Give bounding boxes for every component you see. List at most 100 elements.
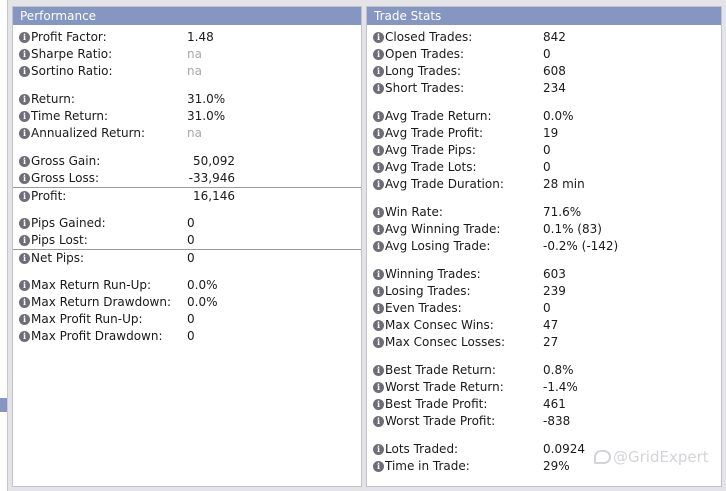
stat-row-time-return: i Time Return: 31.0%	[13, 108, 361, 125]
stat-label: Gross Loss:	[31, 171, 99, 185]
stat-row-return: i Return: 31.0%	[13, 91, 361, 108]
info-icon[interactable]: i	[19, 280, 30, 291]
info-icon[interactable]: i	[19, 66, 30, 77]
stat-value: 29%	[543, 459, 570, 473]
info-icon[interactable]: i	[373, 32, 384, 43]
info-icon[interactable]: i	[373, 162, 384, 173]
stat-label: Max Return Run-Up:	[31, 278, 152, 292]
info-icon[interactable]: i	[373, 303, 384, 314]
info-icon[interactable]: i	[19, 49, 30, 60]
stat-row-gross-loss: i Gross Loss: -33,946	[13, 170, 361, 187]
info-icon[interactable]: i	[19, 218, 30, 229]
stat-row-pips-lost: i Pips Lost: 0	[13, 232, 361, 249]
stat-label: Open Trades:	[385, 47, 465, 61]
stat-row-worst-trade-profit: i Worst Trade Profit: -838	[367, 413, 721, 430]
stat-label: Best Trade Return:	[385, 363, 496, 377]
stat-value: 0.0%	[187, 278, 218, 292]
info-icon[interactable]: i	[373, 399, 384, 410]
stat-row-closed-trades: i Closed Trades: 842	[367, 29, 721, 46]
info-icon[interactable]: i	[373, 145, 384, 156]
stat-row-sortino-ratio: i Sortino Ratio: na	[13, 63, 361, 80]
stat-label: Avg Losing Trade:	[385, 239, 491, 253]
stat-label: Long Trades:	[385, 64, 462, 78]
info-icon[interactable]: i	[19, 94, 30, 105]
stat-row-profit-factor: i Profit Factor: 1.48	[13, 29, 361, 46]
stat-value: 0	[543, 301, 551, 315]
group-spacer	[13, 142, 361, 153]
info-icon[interactable]: i	[373, 179, 384, 190]
info-icon[interactable]: i	[19, 111, 30, 122]
stat-value: 1.48	[187, 30, 214, 44]
stat-row-max-return-run-up: i Max Return Run-Up: 0.0%	[13, 277, 361, 294]
stat-row-annualized-return: i Annualized Return: na	[13, 125, 361, 142]
left-panel-tab[interactable]	[0, 398, 7, 412]
info-icon[interactable]: i	[373, 286, 384, 297]
performance-header: Performance	[13, 7, 361, 25]
group-spacer	[367, 255, 721, 266]
group-spacer	[13, 266, 361, 277]
info-icon[interactable]: i	[373, 461, 384, 472]
info-icon[interactable]: i	[373, 224, 384, 235]
stat-row-long-trades: i Long Trades: 608	[367, 63, 721, 80]
info-icon[interactable]: i	[19, 297, 30, 308]
info-icon[interactable]: i	[373, 382, 384, 393]
watermark: @GridExpert	[594, 448, 709, 466]
info-icon[interactable]: i	[373, 111, 384, 122]
stat-value: -838	[543, 414, 571, 428]
info-icon[interactable]: i	[373, 66, 384, 77]
info-icon[interactable]: i	[373, 444, 384, 455]
stat-label: Profit:	[31, 189, 67, 203]
stat-value: 27	[543, 335, 559, 349]
info-icon[interactable]: i	[19, 128, 30, 139]
info-icon[interactable]: i	[373, 320, 384, 331]
info-icon[interactable]: i	[373, 207, 384, 218]
stat-label: Time in Trade:	[385, 459, 470, 473]
info-icon[interactable]: i	[373, 416, 384, 427]
info-icon[interactable]: i	[373, 337, 384, 348]
stat-value: 0	[543, 143, 551, 157]
trade-stats-panel: Trade Stats i Closed Trades: 842 i Open Trad…	[366, 6, 722, 487]
info-icon[interactable]: i	[19, 331, 30, 342]
stat-label: Avg Trade Return:	[385, 109, 492, 123]
info-icon[interactable]: i	[373, 365, 384, 376]
info-icon[interactable]: i	[19, 314, 30, 325]
stat-value: 0.0924	[543, 442, 585, 456]
info-icon[interactable]: i	[373, 128, 384, 139]
info-icon[interactable]: i	[373, 49, 384, 60]
info-icon[interactable]: i	[373, 269, 384, 280]
info-icon[interactable]: i	[373, 241, 384, 252]
stat-label: Net Pips:	[31, 251, 85, 265]
stat-row-open-trades: i Open Trades: 0	[367, 46, 721, 63]
group-spacer	[13, 204, 361, 215]
info-icon[interactable]: i	[19, 253, 30, 264]
stat-label: Pips Lost:	[31, 233, 88, 247]
info-icon[interactable]: i	[373, 83, 384, 94]
info-icon[interactable]: i	[19, 235, 30, 246]
stat-row-sharpe-ratio: i Sharpe Ratio: na	[13, 46, 361, 63]
info-icon[interactable]: i	[19, 32, 30, 43]
stat-row-avg-trade-lots: i Avg Trade Lots: 0	[367, 159, 721, 176]
stat-row-max-return-drawdown: i Max Return Drawdown: 0.0%	[13, 294, 361, 311]
info-icon[interactable]: i	[19, 191, 30, 202]
trade-stats-header: Trade Stats	[367, 7, 721, 25]
stat-label: Time Return:	[31, 109, 109, 123]
stat-label: Pips Gained:	[31, 216, 106, 230]
stat-row-avg-trade-profit: i Avg Trade Profit: 19	[367, 125, 721, 142]
stat-row-losing-trades: i Losing Trades: 239	[367, 283, 721, 300]
group-spacer	[367, 430, 721, 441]
stat-value: 71.6%	[543, 205, 582, 219]
group-spacer	[367, 193, 721, 204]
stat-row-gross-gain: i Gross Gain: 50,092	[13, 153, 361, 170]
stat-value: 842	[543, 30, 566, 44]
info-icon[interactable]: i	[19, 173, 30, 184]
stat-row-avg-trade-pips: i Avg Trade Pips: 0	[367, 142, 721, 159]
stat-label: Avg Trade Profit:	[385, 126, 484, 140]
stat-label: Best Trade Profit:	[385, 397, 488, 411]
performance-panel: Performance i Profit Factor: 1.48 i Sharpe R…	[12, 6, 362, 487]
stat-value: 19	[543, 126, 559, 140]
stat-value: -1.4%	[543, 380, 578, 394]
stat-row-max-consec-losses: i Max Consec Losses: 27	[367, 334, 721, 351]
stat-label: Sharpe Ratio:	[31, 47, 113, 61]
stat-label: Avg Trade Pips:	[385, 143, 476, 157]
info-icon[interactable]: i	[19, 156, 30, 167]
